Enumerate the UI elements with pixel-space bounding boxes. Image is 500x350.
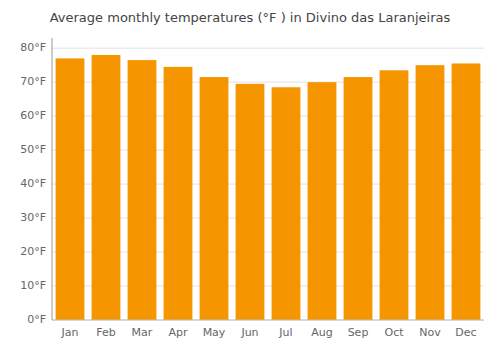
y-tick-label: 50°F [20, 143, 46, 156]
y-tick-label: 40°F [20, 177, 46, 190]
y-tick-label: 0°F [27, 313, 46, 326]
chart: 0°F 10°F 20°F 30°F 40°F 50°F 60°F 70°F 80°F Jan Fe… [0, 0, 500, 350]
bar [56, 58, 85, 320]
grid-line [52, 320, 484, 321]
bars [56, 55, 481, 320]
bar [416, 65, 445, 320]
y-axis-line [52, 38, 53, 320]
bar [236, 84, 265, 320]
x-tick-label: Nov [419, 326, 441, 339]
bar [92, 55, 121, 320]
x-tick-label: Oct [384, 326, 404, 339]
x-tick-label: May [203, 326, 226, 339]
x-tick-label: Dec [455, 326, 476, 339]
y-grid [52, 48, 484, 320]
y-tick-labels: 0°F 10°F 20°F 30°F 40°F 50°F 60°F 70°F 80°F [20, 41, 46, 326]
grid-line [52, 48, 484, 49]
x-tick-label: Apr [168, 326, 188, 339]
bar [200, 77, 229, 320]
x-tick-label: Feb [96, 326, 115, 339]
y-tick-label: 10°F [20, 279, 46, 292]
bar [308, 82, 337, 320]
x-tick-labels: Jan Feb Mar Apr May Jun Jul Aug Sep Oct Nov Dec [61, 326, 477, 339]
bar [344, 77, 373, 320]
bar [272, 87, 301, 320]
bar [128, 60, 157, 320]
y-tick-label: 20°F [20, 245, 46, 258]
x-tick-label: Aug [311, 326, 332, 339]
y-tick-label: 70°F [20, 75, 46, 88]
title: Average monthly temperatures (°F ) in Di… [50, 10, 451, 25]
y-tick-label: 30°F [20, 211, 46, 224]
x-tick-label: Jul [278, 326, 292, 339]
x-tick-label: Jan [61, 326, 79, 339]
chart-container: 0°F 10°F 20°F 30°F 40°F 50°F 60°F 70°F 80°F Jan Fe… [0, 0, 500, 350]
x-tick-label: Sep [348, 326, 369, 339]
x-tick-label: Jun [240, 326, 258, 339]
bar [452, 63, 481, 320]
x-tick-label: Mar [132, 326, 153, 339]
bar [380, 70, 409, 320]
x-axis-line [52, 320, 484, 321]
y-tick-label: 60°F [20, 109, 46, 122]
y-tick-label: 80°F [20, 41, 46, 54]
bar [164, 67, 193, 320]
